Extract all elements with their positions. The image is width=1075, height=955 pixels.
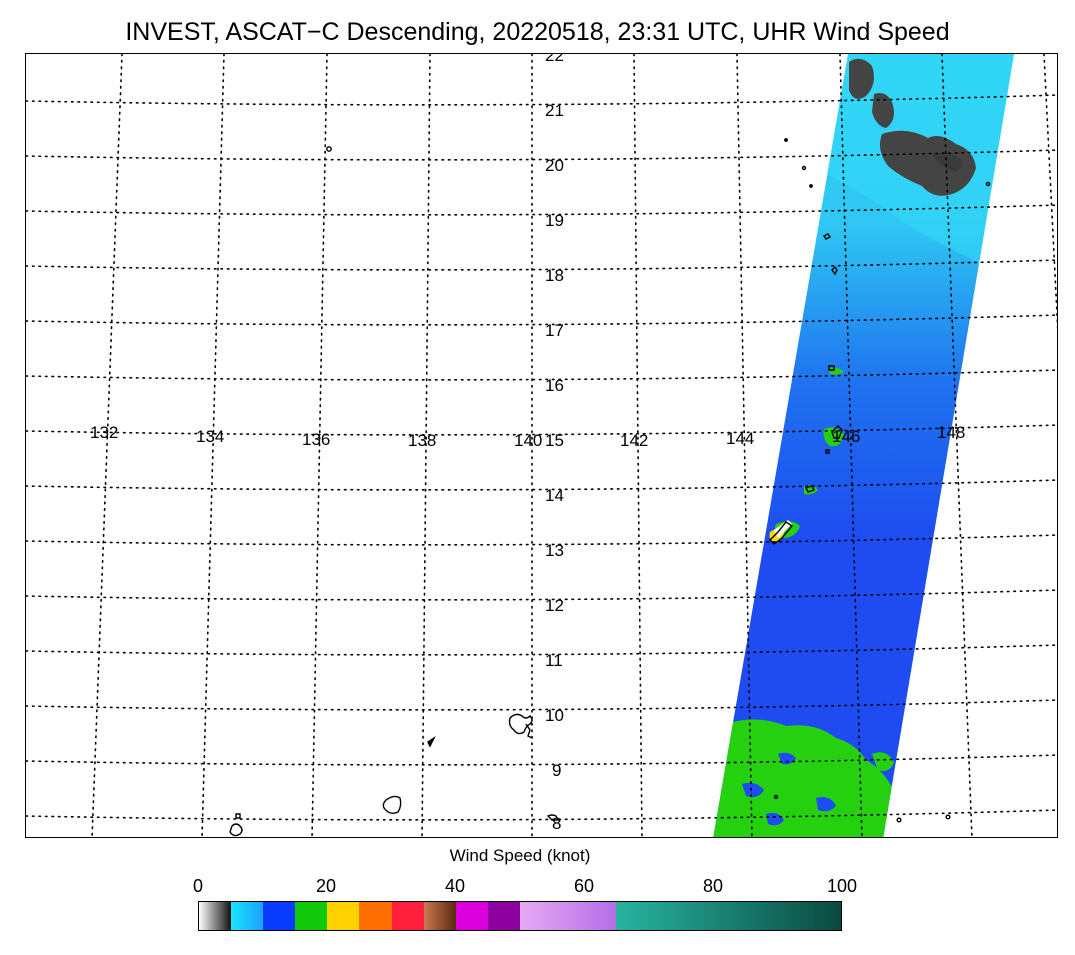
- lat-label-12: 12: [545, 596, 564, 615]
- lon-label-132: 132: [90, 423, 119, 442]
- lon-label-148: 148: [937, 423, 966, 442]
- colorbar-tick-60: 60: [573, 876, 595, 896]
- lat-label-16: 16: [545, 376, 564, 395]
- lat-label-9: 9: [552, 761, 562, 780]
- island-outline: [769, 521, 794, 545]
- colorbar-segment: [423, 902, 456, 930]
- colorbar-segment: [327, 902, 360, 930]
- lat-label-8: 8: [552, 814, 562, 833]
- lat-label-14: 14: [545, 486, 564, 505]
- island-outline: [382, 795, 402, 815]
- island-outline: [546, 814, 560, 821]
- lat-label-18: 18: [545, 266, 564, 285]
- colorbar-tick-40: 40: [444, 876, 466, 896]
- island-outline: [828, 365, 835, 371]
- island-outline: [784, 138, 788, 142]
- wind-speed-colorbar: [198, 901, 842, 931]
- island-outline: [822, 233, 832, 240]
- calm-wind-patch: [872, 93, 894, 128]
- island-outline: [525, 723, 533, 739]
- lon-label-142: 142: [620, 431, 649, 450]
- island-outline: [831, 425, 843, 439]
- island-outline: [773, 794, 779, 800]
- lon-label-138: 138: [408, 431, 437, 450]
- lat-label-17: 17: [545, 321, 564, 340]
- island-outline: [805, 485, 815, 493]
- map-title: INVEST, ASCAT−C Descending, 20220518, 23…: [125, 18, 950, 46]
- coastlines: [229, 138, 991, 837]
- lat-label-11: 11: [545, 651, 563, 670]
- calm-wind-patch: [849, 58, 874, 99]
- colorbar-segment: [487, 902, 520, 930]
- lon-label-146: 146: [832, 427, 861, 446]
- island-outline: [427, 735, 436, 748]
- fresh-wind-area: [872, 752, 894, 771]
- lon-label-144: 144: [726, 429, 755, 448]
- colorbar-segment: [199, 902, 232, 930]
- island-outline: [508, 713, 533, 735]
- island-outline: [985, 181, 991, 187]
- lat-label-19: 19: [545, 211, 564, 230]
- island-outline: [945, 814, 951, 820]
- colorbar-segment: [391, 902, 424, 930]
- lat-label-22: 22: [545, 53, 564, 65]
- lat-label-10: 10: [545, 706, 564, 725]
- colorbar-segment: [231, 902, 264, 930]
- calm-wind-patch: [932, 152, 963, 172]
- colorbar-tick-20: 20: [315, 876, 337, 896]
- island-outline: [809, 184, 813, 188]
- colorbar-segment: [263, 902, 296, 930]
- colorbar-segment: [455, 902, 488, 930]
- colorbar-segment: [295, 902, 328, 930]
- island-outline: [235, 813, 241, 819]
- lon-label-134: 134: [196, 427, 225, 446]
- lon-label-136: 136: [302, 430, 331, 449]
- colorbar-tick-80: 80: [702, 876, 724, 896]
- island-outline: [825, 449, 830, 454]
- colorbar-segment: [359, 902, 392, 930]
- map-panel: 22 21 20 19 18 17 16 15 14 13 12 11 10 9…: [25, 53, 1058, 838]
- colorbar-segment: [519, 902, 617, 930]
- calm-wind-patch: [880, 130, 976, 196]
- island-outline: [326, 146, 332, 152]
- colorbar-title: Wind Speed (knot): [449, 846, 591, 865]
- lat-label-21: 21: [545, 101, 564, 120]
- lat-label-15: 15: [545, 431, 564, 450]
- longitude-grid: [91, 54, 1057, 837]
- island-outline: [831, 265, 838, 276]
- lat-label-13: 13: [545, 541, 564, 560]
- fresh-wind-area: [713, 719, 896, 837]
- latitude-grid: [26, 94, 1057, 821]
- colorbar-tick-0: 0: [192, 876, 204, 896]
- colorbar-tick-100: 100: [826, 876, 858, 896]
- lat-label-20: 20: [545, 156, 564, 175]
- island-outline: [896, 817, 902, 823]
- fresh-wind-area: [828, 367, 844, 375]
- island-outline: [229, 823, 243, 837]
- colorbar-segment: [616, 902, 841, 930]
- island-outline: [801, 165, 807, 171]
- lon-label-140: 140: [514, 431, 543, 450]
- map-canvas: [26, 54, 1057, 837]
